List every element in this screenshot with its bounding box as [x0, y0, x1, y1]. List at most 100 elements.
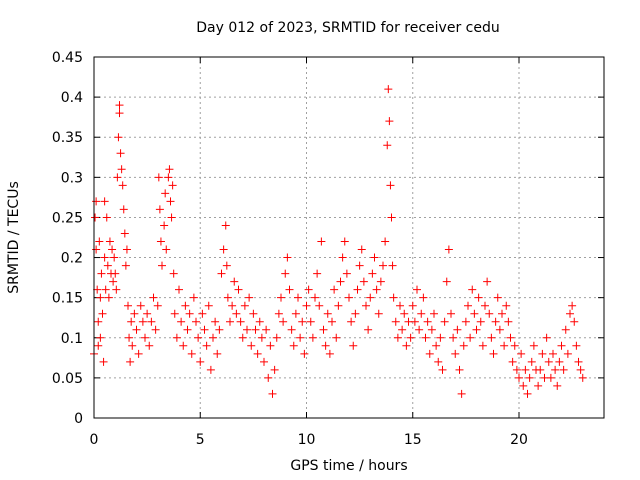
data-point	[415, 325, 424, 334]
data-point	[332, 333, 341, 342]
data-point	[264, 373, 273, 382]
data-point	[527, 357, 536, 366]
data-point	[126, 357, 135, 366]
data-point	[100, 197, 109, 206]
data-point	[347, 317, 356, 326]
data-point	[198, 309, 207, 318]
data-point	[434, 357, 443, 366]
data-point	[529, 341, 538, 350]
data-point	[419, 293, 428, 302]
data-point	[459, 341, 468, 350]
data-point	[287, 325, 296, 334]
data-point	[175, 285, 183, 294]
y-axis-label: SRMTID / TECUs	[6, 181, 22, 294]
data-point	[440, 317, 449, 326]
data-point	[561, 325, 570, 334]
data-point	[470, 309, 479, 318]
data-point	[500, 341, 509, 350]
data-point	[100, 253, 109, 262]
data-point	[253, 349, 262, 358]
data-point	[155, 205, 164, 214]
data-point	[230, 277, 239, 286]
data-point	[160, 221, 169, 230]
y-tick-label: 0.15	[52, 291, 83, 307]
data-point	[351, 309, 360, 318]
data-point	[183, 325, 192, 334]
data-point	[381, 237, 390, 246]
data-point	[451, 349, 460, 358]
data-point	[279, 317, 288, 326]
y-tick-label: 0.4	[61, 90, 83, 106]
data-point	[400, 309, 409, 318]
data-point	[453, 325, 462, 334]
data-point	[386, 181, 395, 190]
data-point	[296, 333, 305, 342]
data-point	[94, 341, 103, 350]
data-point	[383, 141, 392, 150]
data-point	[281, 269, 290, 278]
data-point	[319, 325, 328, 334]
data-point	[120, 229, 129, 238]
data-point	[551, 365, 560, 374]
data-point	[385, 117, 394, 126]
data-point	[504, 317, 513, 326]
data-point	[430, 309, 438, 318]
data-point	[476, 317, 485, 326]
data-point	[96, 293, 105, 302]
data-point	[167, 213, 176, 222]
data-point	[169, 269, 178, 278]
data-point	[506, 333, 515, 342]
data-point	[132, 325, 141, 334]
data-point	[232, 309, 241, 318]
data-point	[438, 365, 447, 374]
data-point	[461, 317, 470, 326]
y-tick-label: 0.2	[61, 251, 83, 267]
data-point	[555, 357, 564, 366]
data-point	[553, 381, 562, 390]
data-point	[345, 293, 353, 302]
data-point	[105, 237, 114, 246]
data-point	[355, 261, 364, 270]
data-point	[342, 269, 351, 278]
data-point	[308, 333, 317, 342]
data-point	[472, 325, 481, 334]
data-point	[449, 333, 458, 342]
data-point	[444, 245, 453, 254]
data-point	[268, 389, 277, 398]
data-point	[542, 333, 551, 342]
data-point	[127, 317, 136, 326]
data-point	[134, 349, 143, 358]
data-point	[156, 237, 165, 246]
data-point	[289, 341, 298, 350]
data-point	[219, 245, 228, 254]
data-point	[359, 277, 368, 286]
y-tick-label: 0.1	[61, 331, 83, 347]
data-point	[432, 341, 441, 350]
data-point	[108, 245, 117, 254]
data-point	[402, 341, 411, 350]
data-point	[226, 317, 234, 326]
data-point	[330, 285, 339, 294]
data-point	[154, 173, 163, 182]
data-point	[315, 301, 324, 310]
data-point	[151, 325, 160, 334]
data-point	[121, 261, 130, 270]
data-point	[192, 317, 200, 326]
data-point	[270, 365, 279, 374]
data-point	[387, 213, 396, 222]
data-point	[236, 317, 245, 326]
data-point	[189, 293, 198, 302]
data-point	[122, 245, 131, 254]
data-point	[243, 325, 251, 334]
data-point	[109, 277, 118, 286]
data-point	[200, 325, 209, 334]
data-point	[379, 261, 387, 270]
data-point	[384, 85, 393, 94]
data-point	[283, 253, 292, 262]
x-tick-label: 5	[196, 432, 205, 448]
data-point	[311, 293, 319, 302]
data-point	[313, 269, 322, 278]
y-tick-label: 0.3	[61, 170, 83, 186]
data-point	[187, 349, 196, 358]
data-point	[215, 325, 224, 334]
